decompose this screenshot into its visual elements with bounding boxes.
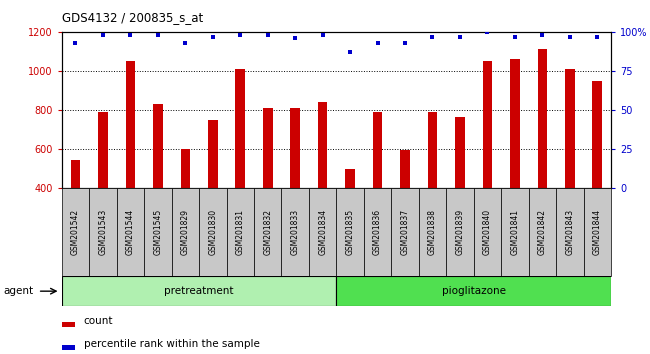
- FancyBboxPatch shape: [117, 188, 144, 276]
- Text: GSM201542: GSM201542: [71, 209, 80, 255]
- FancyBboxPatch shape: [227, 188, 254, 276]
- FancyBboxPatch shape: [391, 188, 419, 276]
- FancyBboxPatch shape: [501, 188, 528, 276]
- Point: [125, 32, 136, 38]
- FancyBboxPatch shape: [62, 276, 337, 306]
- Point: [180, 40, 190, 46]
- Text: GSM201829: GSM201829: [181, 209, 190, 255]
- Bar: [62, 345, 75, 350]
- FancyBboxPatch shape: [89, 188, 117, 276]
- Bar: [428, 112, 437, 188]
- Point: [207, 34, 218, 39]
- Bar: [62, 322, 75, 327]
- FancyBboxPatch shape: [474, 188, 501, 276]
- Point: [592, 34, 603, 39]
- FancyBboxPatch shape: [337, 188, 364, 276]
- Bar: [538, 50, 547, 188]
- FancyBboxPatch shape: [419, 188, 446, 276]
- Bar: [318, 102, 328, 188]
- Text: count: count: [84, 316, 113, 326]
- Text: GSM201544: GSM201544: [126, 209, 135, 255]
- Bar: [263, 108, 272, 188]
- Bar: [455, 116, 465, 188]
- FancyBboxPatch shape: [62, 188, 89, 276]
- Bar: [181, 149, 190, 188]
- Text: GSM201832: GSM201832: [263, 209, 272, 255]
- Text: percentile rank within the sample: percentile rank within the sample: [84, 339, 259, 349]
- FancyBboxPatch shape: [584, 188, 611, 276]
- Text: GSM201837: GSM201837: [400, 209, 410, 255]
- Bar: [208, 120, 218, 188]
- Point: [317, 32, 328, 38]
- Bar: [291, 108, 300, 188]
- Bar: [153, 104, 162, 188]
- Text: GSM201841: GSM201841: [510, 209, 519, 255]
- FancyBboxPatch shape: [309, 188, 337, 276]
- Text: GSM201830: GSM201830: [208, 209, 217, 255]
- Text: GSM201840: GSM201840: [483, 209, 492, 255]
- FancyBboxPatch shape: [528, 188, 556, 276]
- Point: [345, 49, 356, 55]
- Bar: [400, 150, 410, 188]
- Point: [98, 32, 108, 38]
- FancyBboxPatch shape: [556, 188, 584, 276]
- Point: [372, 40, 383, 46]
- Text: GDS4132 / 200835_s_at: GDS4132 / 200835_s_at: [62, 11, 203, 24]
- Text: GSM201838: GSM201838: [428, 209, 437, 255]
- Bar: [592, 81, 602, 188]
- Text: GSM201543: GSM201543: [98, 209, 107, 255]
- Text: GSM201839: GSM201839: [456, 209, 465, 255]
- Text: pioglitazone: pioglitazone: [442, 286, 506, 296]
- Point: [400, 40, 410, 46]
- Bar: [235, 69, 245, 188]
- Text: GSM201831: GSM201831: [236, 209, 245, 255]
- Bar: [345, 169, 355, 188]
- Point: [482, 29, 493, 35]
- FancyBboxPatch shape: [337, 276, 611, 306]
- Bar: [510, 59, 520, 188]
- Text: GSM201844: GSM201844: [593, 209, 602, 255]
- FancyBboxPatch shape: [144, 188, 172, 276]
- Text: GSM201836: GSM201836: [373, 209, 382, 255]
- Text: GSM201843: GSM201843: [566, 209, 575, 255]
- FancyBboxPatch shape: [172, 188, 199, 276]
- Point: [537, 32, 547, 38]
- Point: [510, 34, 520, 39]
- Point: [235, 32, 246, 38]
- Text: GSM201833: GSM201833: [291, 209, 300, 255]
- Bar: [482, 61, 492, 188]
- FancyBboxPatch shape: [199, 188, 227, 276]
- Point: [263, 32, 273, 38]
- Text: pretreatment: pretreatment: [164, 286, 234, 296]
- Point: [153, 32, 163, 38]
- Bar: [372, 112, 382, 188]
- FancyBboxPatch shape: [364, 188, 391, 276]
- Bar: [125, 61, 135, 188]
- Point: [290, 35, 300, 41]
- Point: [455, 34, 465, 39]
- Point: [427, 34, 437, 39]
- Bar: [98, 112, 108, 188]
- Text: agent: agent: [3, 286, 33, 296]
- Text: GSM201834: GSM201834: [318, 209, 327, 255]
- FancyBboxPatch shape: [281, 188, 309, 276]
- Point: [565, 34, 575, 39]
- Bar: [71, 160, 81, 188]
- Point: [70, 40, 81, 46]
- FancyBboxPatch shape: [254, 188, 281, 276]
- FancyBboxPatch shape: [446, 188, 474, 276]
- Text: GSM201835: GSM201835: [346, 209, 355, 255]
- Bar: [565, 69, 575, 188]
- Text: GSM201545: GSM201545: [153, 209, 162, 255]
- Text: GSM201842: GSM201842: [538, 209, 547, 255]
